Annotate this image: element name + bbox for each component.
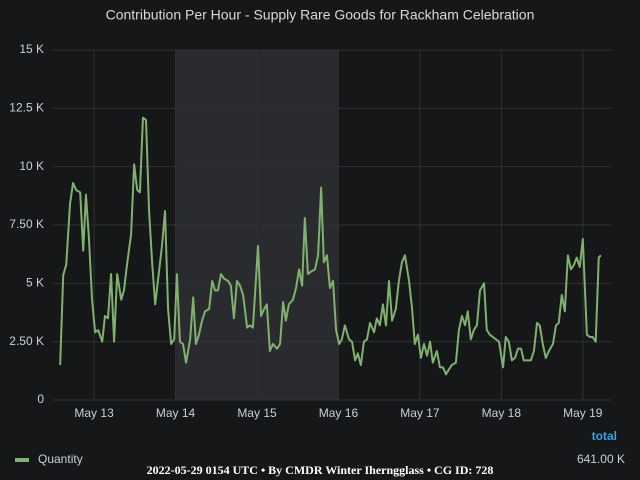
caption: 2022-05-29 0154 UTC • By CMDR Winter Ihe…	[147, 463, 494, 477]
y-tick-label: 7.50 K	[9, 217, 44, 231]
data-line	[59, 116, 602, 376]
x-tick-label: May 13	[74, 406, 114, 420]
x-tick-label: May 15	[237, 406, 277, 420]
x-tick-label: May 17	[400, 406, 440, 420]
y-tick-label: 0	[37, 392, 44, 406]
y-tick-label: 12.5 K	[9, 101, 44, 115]
x-tick-label: May 19	[563, 406, 603, 420]
legend-total: 641.00 K	[577, 452, 625, 466]
y-tick-label: 15 K	[19, 42, 44, 56]
y-tick-label: 2.50 K	[9, 334, 44, 348]
x-tick-label: May 14	[156, 406, 196, 420]
legend-label: Quantity	[38, 452, 83, 466]
x-tick-label: May 18	[482, 406, 522, 420]
x-tick-label: May 16	[319, 406, 359, 420]
legend-header: total	[592, 429, 617, 443]
y-tick-label: 10 K	[19, 159, 44, 173]
chart-title: Contribution Per Hour - Supply Rare Good…	[106, 7, 535, 23]
y-tick-label: 5 K	[26, 276, 44, 290]
